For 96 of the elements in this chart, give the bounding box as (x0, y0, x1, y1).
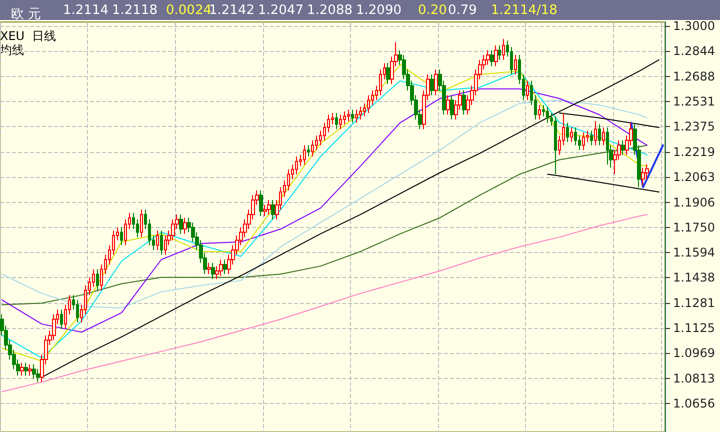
y-tick-label: 1.1125 (673, 321, 715, 336)
candlestick (32, 364, 36, 380)
text: 0.20 (418, 3, 447, 18)
candlestick (526, 80, 529, 101)
y-tick-label: 1.1750 (673, 220, 715, 234)
candlestick (140, 209, 143, 238)
candlestick (96, 268, 99, 291)
candlestick (554, 116, 557, 175)
y-tick-label: 1.0813 (673, 371, 715, 386)
candlestick (594, 120, 597, 146)
candlestick (347, 109, 350, 122)
candlestick (211, 262, 215, 280)
y-tick-label: 1.2375 (673, 120, 715, 134)
text: 1.2114/18 (491, 3, 558, 18)
candlestick (267, 200, 271, 216)
candlestick (156, 230, 159, 250)
y-tick-label: 1.2063 (673, 170, 715, 184)
candlestick (36, 368, 40, 383)
candlestick (590, 130, 593, 146)
text: 1.2142 (209, 3, 254, 18)
y-tick-label: 1.1281 (673, 296, 715, 310)
candlestick (303, 144, 306, 166)
candlestick (434, 69, 438, 96)
y-tick-label: 1.0969 (673, 346, 715, 360)
candlestick (486, 50, 490, 66)
line-series (1, 144, 648, 306)
candlestick (359, 106, 362, 120)
y-tick-label: 1.2688 (673, 69, 715, 84)
candlestick (207, 262, 211, 275)
candlestick (582, 132, 585, 151)
y-tick-label: 1.2219 (673, 144, 715, 159)
candlestick (546, 106, 549, 124)
candlestick (76, 299, 79, 323)
candlestick (621, 140, 625, 156)
candlestick (259, 190, 263, 217)
candlestick (462, 90, 466, 116)
candlestick (606, 127, 609, 166)
candlestick (263, 204, 267, 217)
y-tick-label: 1.1438 (673, 270, 715, 285)
candlestick (271, 200, 275, 220)
candlestick (307, 144, 310, 158)
y-tick-label: 1.0656 (673, 396, 715, 411)
candlestick (311, 140, 314, 158)
candlestick (223, 259, 227, 275)
candlestick (52, 314, 56, 341)
candlestick (183, 217, 187, 234)
text: 0.0024 (166, 3, 212, 18)
candlestick (430, 74, 434, 96)
candlestick (339, 114, 342, 130)
text: 1.2090 (356, 3, 402, 18)
text: 1.2118 (112, 3, 158, 18)
chart-title: 欧 元 (11, 7, 42, 22)
line-series (547, 174, 660, 192)
candlestick (446, 94, 450, 116)
candlestick (367, 94, 370, 114)
candlestick (570, 127, 573, 143)
candlestick (219, 259, 223, 276)
y-tick-label: 1.1906 (673, 195, 715, 210)
candlestick (164, 234, 167, 256)
candlestick (602, 127, 605, 146)
candlestick (450, 94, 454, 120)
candlestick (641, 167, 645, 186)
text: 1.2047 (258, 3, 304, 18)
candlestick (386, 62, 390, 85)
candlestick (351, 109, 354, 124)
candlestick (343, 110, 346, 125)
candlestick (355, 109, 358, 124)
y-tick-label: 1.2531 (673, 94, 715, 109)
candlestick (28, 364, 32, 376)
candlestick (335, 112, 338, 130)
annotation: 日线 (32, 29, 56, 43)
candlestick (498, 44, 501, 60)
text: 1.2114 (63, 3, 108, 18)
y-tick-label: 1.2844 (673, 44, 715, 58)
candlestick (502, 38, 505, 60)
candlestick (295, 156, 298, 175)
text: 0.79 (448, 3, 477, 18)
candlestick (514, 54, 517, 75)
candlestick (598, 124, 601, 146)
text: 1.2088 (307, 3, 352, 18)
candlestick (490, 50, 494, 67)
candlestick (179, 214, 183, 234)
candlestick (60, 309, 63, 330)
y-tick-label: 1.1594 (673, 246, 715, 260)
candlestick (574, 127, 577, 146)
candlestick (566, 122, 569, 143)
candlestick (120, 226, 123, 246)
candlestick (538, 104, 541, 120)
candlestick (20, 362, 24, 376)
candlestick (171, 218, 175, 241)
candlestick (160, 230, 163, 256)
candlestick (24, 362, 28, 376)
y-tick-label: 1.3000 (673, 19, 715, 34)
candlestick (494, 44, 498, 67)
line-series (1, 214, 648, 392)
annotation: XEU (0, 29, 25, 43)
